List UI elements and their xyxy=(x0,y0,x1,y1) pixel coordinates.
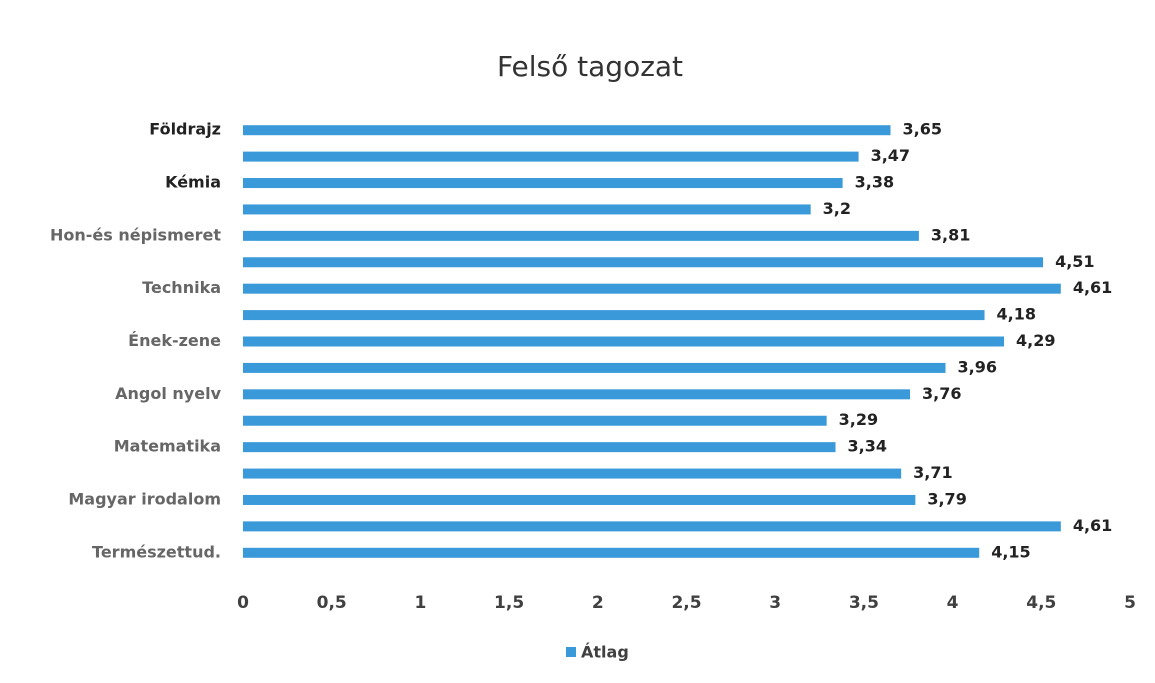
bar xyxy=(243,204,811,215)
value-label: 3,79 xyxy=(927,489,966,508)
bar xyxy=(243,125,891,136)
chart-title: Felső tagozat xyxy=(497,50,683,83)
value-label: 3,47 xyxy=(871,146,910,165)
x-tick-label: 1 xyxy=(414,593,426,613)
x-tick-label: 4 xyxy=(947,593,959,613)
bar xyxy=(243,442,836,453)
y-tick-label: Matematika xyxy=(114,437,221,456)
x-tick-label: 2,5 xyxy=(671,593,701,613)
value-label: 3,96 xyxy=(958,357,997,376)
y-tick-label: Hon-és népismeret xyxy=(50,225,221,244)
bar xyxy=(243,389,911,400)
value-label: 3,38 xyxy=(855,173,894,192)
value-label: 3,81 xyxy=(931,225,970,244)
bar xyxy=(243,283,1061,294)
bar xyxy=(243,310,985,321)
value-label: 4,18 xyxy=(997,305,1036,324)
y-tick-label: Kémia xyxy=(165,173,221,192)
y-tick-label: Magyar irodalom xyxy=(68,489,221,508)
y-tick-label: Ének-zene xyxy=(128,331,221,350)
y-tick-label: Természettud. xyxy=(92,542,221,561)
bar xyxy=(243,362,946,373)
bar xyxy=(243,178,843,189)
value-label: 3,65 xyxy=(903,120,942,139)
x-tick-label: 3 xyxy=(769,593,781,613)
y-tick-label: Technika xyxy=(142,278,221,297)
value-label: 4,51 xyxy=(1055,252,1094,271)
y-tick-label: Földrajz xyxy=(149,120,221,139)
value-label: 3,76 xyxy=(922,384,961,403)
y-tick-label: Angol nyelv xyxy=(115,384,221,403)
bar xyxy=(243,336,1005,347)
value-label: 4,61 xyxy=(1073,278,1112,297)
value-label: 4,29 xyxy=(1016,331,1055,350)
bar xyxy=(243,257,1044,268)
bar xyxy=(243,415,827,426)
bar xyxy=(243,521,1061,532)
x-tick-label: 0,5 xyxy=(317,593,347,613)
x-tick-label: 1,5 xyxy=(494,593,524,613)
value-label: 3,34 xyxy=(848,437,887,456)
x-tick-label: 3,5 xyxy=(849,593,879,613)
bar xyxy=(243,494,916,505)
bar xyxy=(243,151,859,162)
value-label: 3,71 xyxy=(913,463,952,482)
bar xyxy=(243,468,902,479)
value-label: 3,2 xyxy=(823,199,851,218)
value-label: 3,29 xyxy=(839,410,878,429)
value-label: 4,15 xyxy=(991,542,1030,561)
x-tick-label: 0 xyxy=(237,593,249,613)
bar xyxy=(243,547,980,558)
x-tick-label: 2 xyxy=(592,593,604,613)
legend-swatch xyxy=(566,647,576,657)
bar xyxy=(243,230,919,241)
legend-label: Átlag xyxy=(581,643,629,662)
x-tick-label: 5 xyxy=(1124,593,1136,613)
value-label: 4,61 xyxy=(1073,516,1112,535)
x-tick-label: 4,5 xyxy=(1026,593,1056,613)
